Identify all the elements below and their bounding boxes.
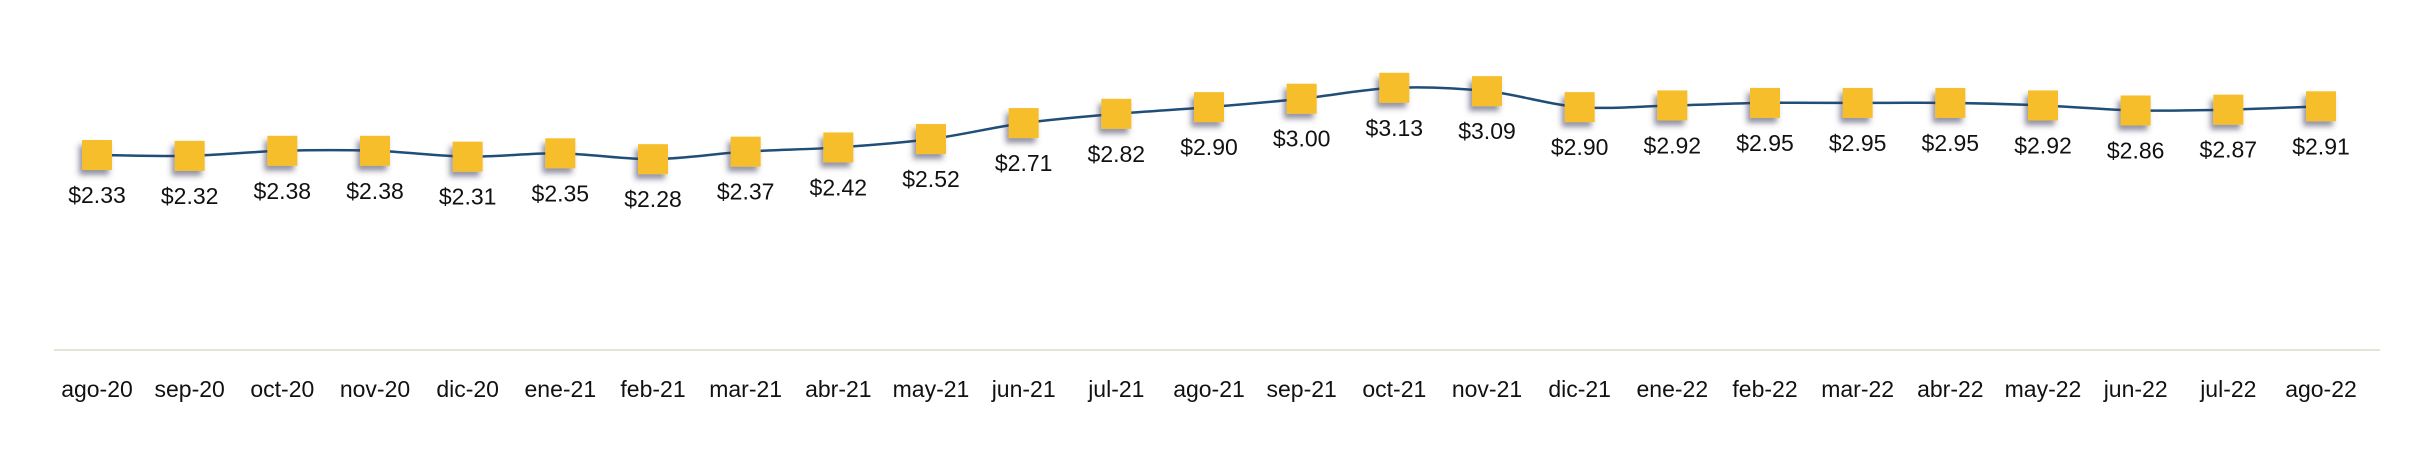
- x-tick-label: ago-22: [2285, 376, 2357, 402]
- data-point-marker: [267, 135, 298, 166]
- data-label: $2.52: [902, 166, 960, 192]
- data-label: $2.38: [254, 178, 312, 204]
- x-tick-label: dic-20: [436, 376, 499, 402]
- data-label: $2.86: [2107, 137, 2165, 163]
- data-label: $2.82: [1088, 141, 1146, 167]
- x-tick-label: ene-21: [525, 376, 597, 402]
- data-point-marker: [545, 138, 576, 169]
- data-point-marker: [730, 136, 761, 167]
- data-point-marker: [174, 140, 205, 171]
- data-point-marker: [82, 140, 112, 170]
- data-point-marker: [916, 124, 946, 155]
- data-label: $2.42: [810, 174, 868, 200]
- data-point-marker: [452, 141, 483, 172]
- data-point-marker: [2213, 94, 2244, 125]
- x-tick-label: may-21: [893, 376, 970, 402]
- data-point-marker: [360, 135, 390, 166]
- data-point-marker: [638, 144, 668, 175]
- data-label: $2.95: [1922, 130, 1980, 156]
- x-tick-label: nov-20: [340, 376, 410, 402]
- data-point-marker: [1008, 108, 1039, 139]
- data-label: $2.95: [1829, 130, 1887, 156]
- data-point-marker: [1935, 87, 1966, 118]
- x-tick-label: mar-21: [709, 376, 782, 402]
- x-tick-label: abr-22: [1917, 376, 1983, 402]
- data-label: $2.90: [1180, 134, 1238, 160]
- data-point-marker: [1101, 98, 1132, 129]
- data-point-marker: [2120, 95, 2151, 126]
- data-point-marker: [1657, 90, 1688, 121]
- x-tick-label: abr-21: [805, 376, 871, 402]
- data-label: $2.90: [1551, 134, 1609, 160]
- data-point-marker: [1842, 87, 1873, 118]
- data-label: $2.71: [995, 150, 1053, 176]
- x-tick-label: sep-20: [155, 376, 225, 402]
- data-point-marker: [2028, 90, 2058, 121]
- data-label: $2.31: [439, 184, 497, 210]
- x-tick-label: feb-22: [1732, 376, 1797, 402]
- x-tick-label: dic-21: [1548, 376, 1611, 402]
- x-tick-label: ago-20: [61, 376, 133, 402]
- data-label: $2.92: [2014, 132, 2072, 158]
- x-tick-label: oct-20: [250, 376, 314, 402]
- data-label: $2.87: [2200, 137, 2258, 163]
- x-tick-label: ene-22: [1637, 376, 1709, 402]
- data-point-marker: [1379, 72, 1410, 103]
- data-label: $2.35: [532, 180, 590, 206]
- data-label: $3.00: [1273, 126, 1331, 152]
- x-tick-label: sep-21: [1267, 376, 1337, 402]
- data-label: $2.95: [1736, 130, 1794, 156]
- data-point-marker: [1472, 76, 1502, 107]
- x-tick-label: feb-21: [620, 376, 685, 402]
- data-point-marker: [1750, 87, 1780, 118]
- data-point-marker: [1286, 83, 1317, 114]
- data-label: $2.33: [68, 182, 126, 208]
- data-point-marker: [2306, 91, 2336, 122]
- data-label: $2.91: [2292, 133, 2350, 159]
- data-label: $2.38: [346, 178, 404, 204]
- x-tick-label: ago-21: [1173, 376, 1245, 402]
- x-tick-label: jul-21: [1087, 376, 1144, 402]
- x-tick-label: may-22: [2005, 376, 2082, 402]
- x-tick-label: jun-21: [991, 376, 1056, 402]
- data-label: $2.32: [161, 183, 219, 209]
- data-label: $2.92: [1644, 132, 1702, 158]
- x-tick-label: jul-22: [2199, 376, 2256, 402]
- data-label: $3.13: [1366, 115, 1424, 141]
- x-tick-label: mar-22: [1821, 376, 1894, 402]
- data-label: $2.37: [717, 179, 775, 205]
- data-point-marker: [1564, 92, 1595, 123]
- data-label: $2.28: [624, 186, 682, 212]
- x-tick-label: nov-21: [1452, 376, 1522, 402]
- data-label: $3.09: [1458, 118, 1516, 144]
- x-tick-label: jun-22: [2103, 376, 2168, 402]
- data-point-marker: [823, 132, 854, 163]
- x-tick-label: oct-21: [1362, 376, 1426, 402]
- data-point-marker: [1194, 92, 1224, 123]
